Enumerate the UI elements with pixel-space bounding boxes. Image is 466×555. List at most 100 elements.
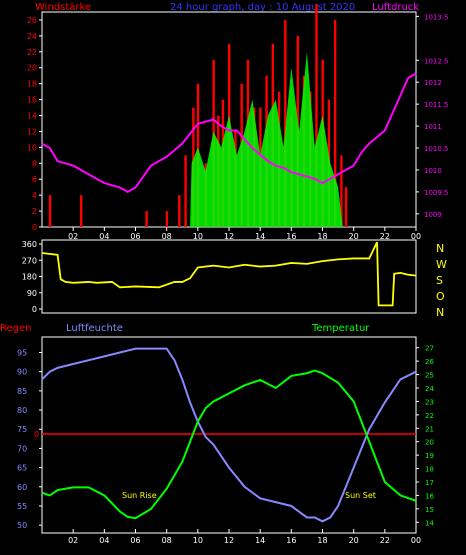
humidity-tick-label: 80	[17, 406, 27, 415]
direction-panel-frame	[41, 239, 417, 314]
wind-x-tick-label: 08	[162, 232, 172, 241]
humidity-x-tick-label: 08	[162, 536, 172, 545]
humidity-x-tick-label: 18	[317, 536, 327, 545]
wind-tick-label: 20	[27, 64, 37, 73]
wind-tick-label: 12	[27, 127, 37, 136]
humidity-title: Luftfeuchte	[66, 323, 123, 334]
direction-tick-label: 90	[27, 289, 37, 298]
wind-x-tick-label: 14	[255, 232, 265, 241]
pressure-tick-label: 1011.5	[424, 101, 449, 109]
wind-x-tick-label: 22	[380, 232, 390, 241]
humidity-x-tick-label: 04	[99, 536, 109, 545]
pressure-title: Luftdruck	[372, 2, 419, 13]
wind-tick-label: 16	[27, 96, 37, 105]
temperature-tick-label: 27	[425, 345, 434, 353]
wind-bar	[284, 19, 287, 227]
wind-x-tick-label: 18	[317, 232, 327, 241]
humidity-tick-label: 75	[17, 425, 27, 434]
humidity-panel-frame	[41, 336, 417, 534]
wind-bar	[315, 4, 318, 228]
compass-label: N	[436, 242, 444, 255]
wind-tick-label: 24	[27, 32, 37, 41]
temperature-tick-label: 18	[425, 466, 434, 474]
sunset-label: Sun Set	[345, 491, 376, 500]
humidity-x-tick-label: 14	[255, 536, 265, 545]
wind-tick-label: 0	[32, 223, 37, 232]
humidity-tick-label: 90	[17, 368, 27, 377]
wind-bar	[333, 19, 337, 227]
humidity-tick-label: 95	[17, 349, 27, 358]
pressure-tick-label: 1010	[424, 167, 442, 175]
temperature-tick-label: 19	[425, 452, 434, 460]
wind-bar	[340, 155, 343, 227]
wind-tick-label: 26	[27, 16, 37, 25]
rain-title: Regen	[0, 323, 32, 334]
humidity-line	[41, 347, 417, 523]
direction-tick-label: 270	[22, 256, 37, 265]
temperature-tick-label: 25	[425, 372, 434, 380]
humidity-x-tick-label: 00	[411, 536, 421, 545]
temperature-tick-label: 26	[425, 358, 434, 366]
wind-bar	[178, 195, 181, 227]
pressure-tick-label: 1012	[424, 79, 442, 87]
wind-x-tick-label: 12	[224, 232, 234, 241]
wind-x-tick-label: 02	[68, 232, 78, 241]
wind-bar	[145, 211, 148, 227]
humidity-x-tick-label: 12	[224, 536, 234, 545]
humidity-tick-label: 65	[17, 464, 27, 473]
temperature-title: Temperatur	[311, 323, 370, 334]
temperature-tick-label: 15	[425, 506, 434, 514]
pressure-tick-label: 1009.5	[424, 189, 449, 197]
wind-tick-label: 2	[32, 207, 37, 216]
wind-tick-label: 22	[27, 48, 37, 57]
direction-line	[41, 241, 417, 307]
wind-x-tick-label: 10	[193, 232, 203, 241]
direction-tick-label: 360	[22, 240, 37, 249]
direction-tick-label: 0	[32, 305, 37, 314]
pressure-tick-label: 1012.5	[424, 57, 449, 65]
wind-bar	[79, 195, 83, 227]
chart-title: 24 hour graph, day : 10 August 2020	[170, 2, 355, 13]
temperature-tick-label: 22	[425, 412, 434, 420]
humidity-x-tick-label: 22	[380, 536, 390, 545]
temperature-tick-label: 23	[425, 398, 434, 406]
gust-area	[190, 51, 343, 227]
wind-tick-label: 14	[27, 112, 37, 121]
wind-x-tick-label: 20	[349, 232, 359, 241]
wind-tick-label: 4	[32, 191, 37, 200]
temperature-tick-label: 16	[425, 492, 434, 500]
compass-label: S	[436, 274, 443, 287]
pressure-tick-label: 1010.5	[424, 145, 449, 153]
sunrise-label: Sun Rise	[122, 491, 157, 500]
humidity-x-tick-label: 16	[286, 536, 296, 545]
wind-x-tick-label: 04	[99, 232, 109, 241]
wind-x-tick-label: 06	[130, 232, 140, 241]
compass-label: W	[436, 258, 447, 271]
humidity-tick-label: 70	[17, 444, 27, 453]
humidity-x-tick-label: 20	[349, 536, 359, 545]
humidity-tick-label: 50	[17, 521, 27, 530]
wind-x-tick-label: 16	[286, 232, 296, 241]
humidity-tick-label: 60	[17, 483, 27, 492]
humidity-x-tick-label: 02	[68, 536, 78, 545]
pressure-tick-label: 1011	[424, 123, 442, 131]
wind-tick-label: 6	[32, 175, 37, 184]
wind-bar	[165, 211, 169, 227]
pressure-tick-label: 1013.5	[424, 13, 449, 21]
temperature-tick-label: 20	[425, 439, 434, 447]
rain-zero-label: 0	[34, 430, 39, 439]
wind-x-tick-label: 00	[411, 232, 421, 241]
direction-tick-label: 180	[22, 273, 37, 282]
temperature-tick-label: 17	[425, 479, 434, 487]
pressure-tick-label: 1009	[424, 211, 442, 219]
pressure-line	[41, 72, 417, 194]
temperature-line	[41, 369, 417, 520]
temperature-tick-label: 14	[425, 519, 434, 527]
wind-bar	[344, 187, 348, 227]
wind-panel: 0246810121416182022242610091009.51010101…	[27, 4, 449, 241]
temperature-tick-label: 21	[425, 425, 434, 433]
humidity-temperature-panel: 50 55 60 65 70 75 80 85 90 95 14 15 16 17 18 19 20 21 22 23…	[17, 345, 434, 545]
wind-bar	[184, 155, 187, 227]
humidity-tick-label: 85	[17, 387, 27, 396]
